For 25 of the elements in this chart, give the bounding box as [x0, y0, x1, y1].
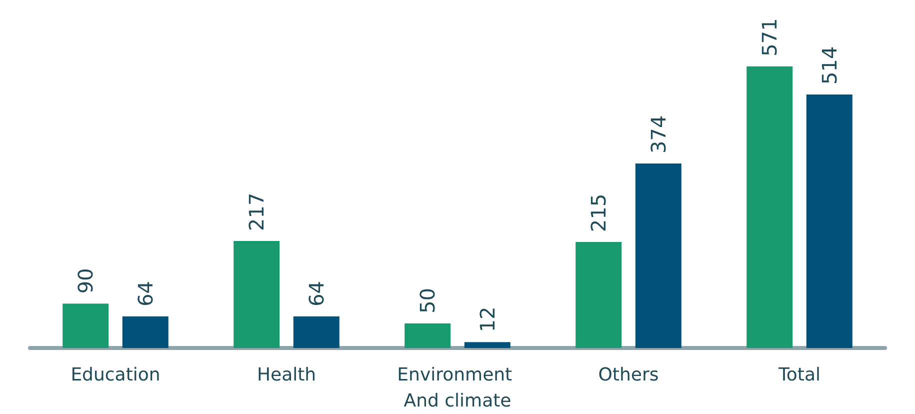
- data-label: 64: [133, 280, 158, 306]
- data-label: 90: [74, 268, 98, 294]
- data-label: 12: [475, 306, 500, 332]
- bar: [806, 94, 852, 348]
- data-label: 64: [304, 280, 328, 306]
- bar: [293, 316, 340, 348]
- data-label: 217: [244, 192, 269, 231]
- bar: [464, 342, 510, 348]
- data-label: 514: [817, 46, 842, 84]
- bar: [122, 316, 168, 348]
- data-label: 571: [758, 18, 782, 56]
- bar: [746, 66, 793, 348]
- data-label: 374: [646, 115, 670, 154]
- data-label: 215: [586, 194, 611, 232]
- bar: [404, 323, 451, 348]
- x-tick-label: Others: [598, 364, 659, 386]
- bar: [576, 242, 622, 348]
- x-tick-label: Education: [70, 364, 160, 386]
- bar: [635, 164, 682, 348]
- bar: [62, 304, 109, 348]
- x-tick-label: Total: [777, 364, 821, 386]
- x-tick-label: Environment And climate: [397, 364, 518, 412]
- x-tick-label: Health: [256, 364, 316, 386]
- bar: [234, 240, 280, 348]
- data-label: 50: [416, 288, 440, 314]
